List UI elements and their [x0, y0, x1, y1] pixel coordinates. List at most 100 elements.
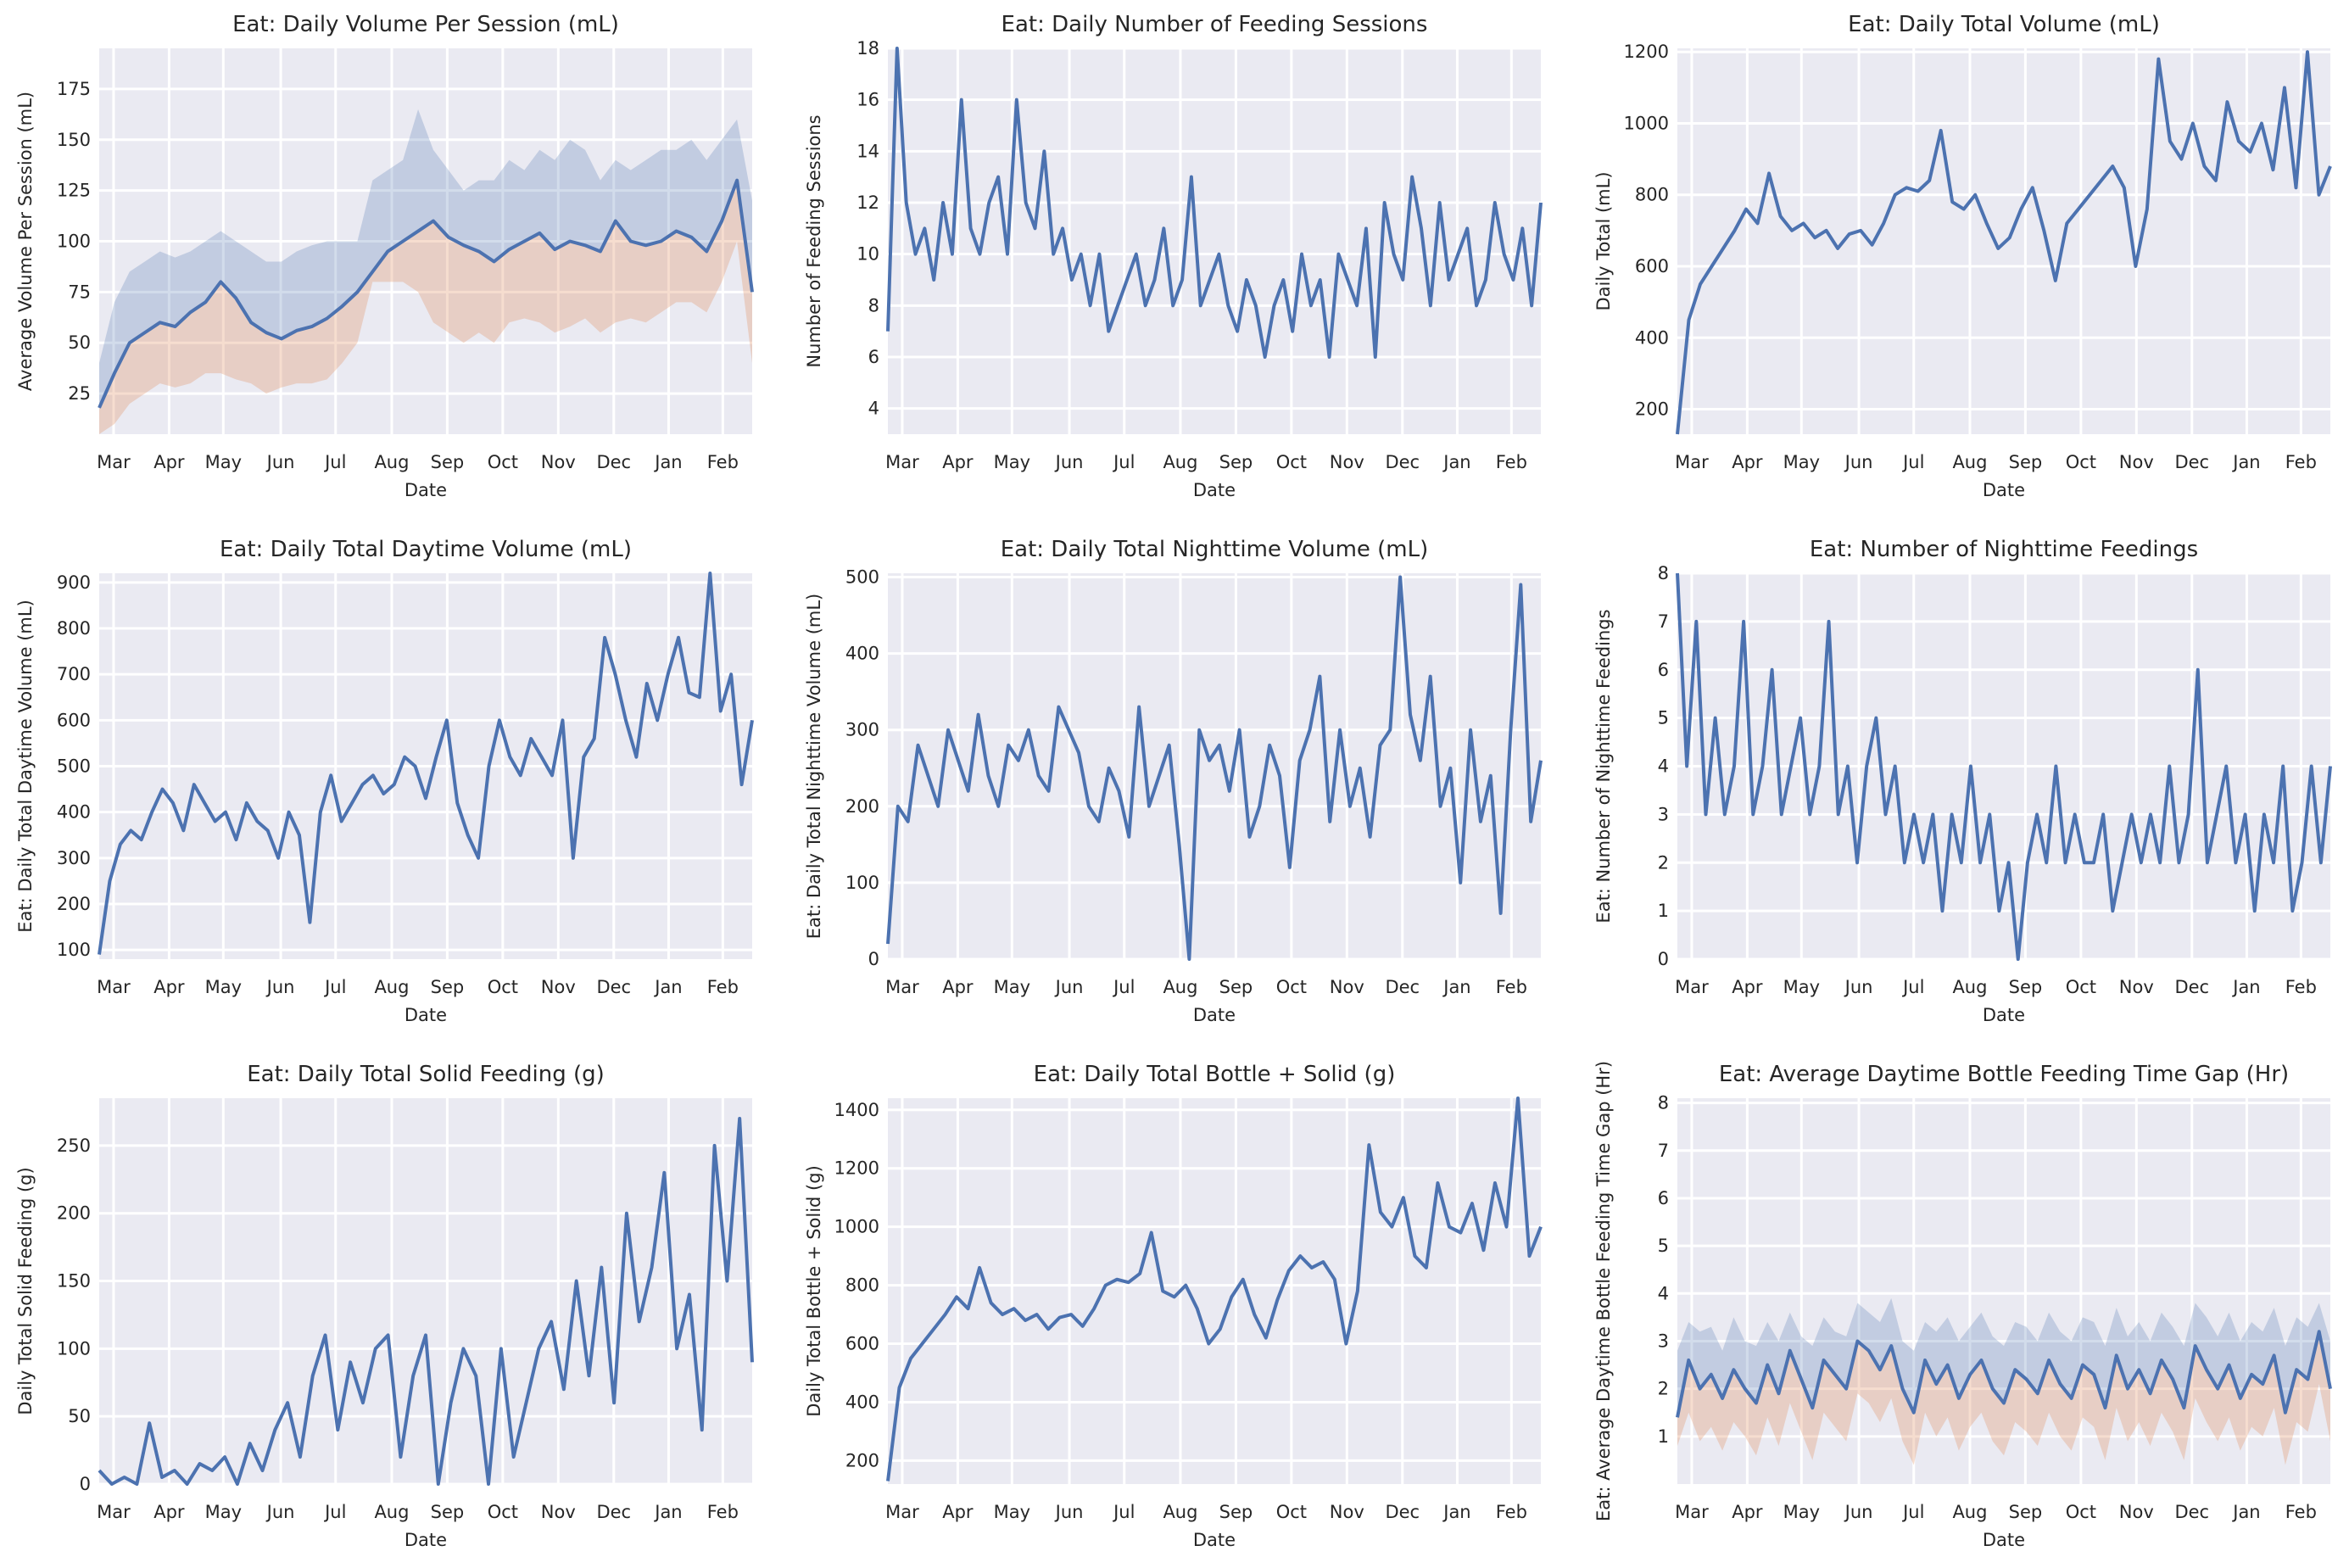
y-tick-label: 12: [856, 193, 879, 213]
series-line: [1676, 572, 2332, 961]
x-tick-label: May: [994, 452, 1030, 472]
chart-title: Eat: Daily Total Volume (mL): [1848, 12, 2160, 37]
x-tick-label: Mar: [1675, 1502, 1709, 1522]
series-line: [98, 1116, 754, 1486]
x-axis-label: Date: [1193, 1005, 1236, 1025]
x-tick-label: Oct: [1276, 1502, 1307, 1522]
x-tick-label: Dec: [596, 977, 631, 997]
x-tick-label: Dec: [2174, 452, 2209, 472]
subplot-8: 200 400 600 800 1000 1200 1400 Mar Apr May Jun Jul A…: [804, 1062, 1543, 1550]
x-tick-label: Jul: [323, 452, 346, 472]
y-tick-label: 600: [845, 1334, 879, 1354]
x-tick-label: Nov: [541, 1502, 576, 1522]
y-tick-label: 400: [845, 1392, 879, 1412]
upper-band: [99, 109, 752, 408]
x-tick-label: Apr: [1732, 1502, 1763, 1522]
chart-title: Eat: Daily Number of Feeding Sessions: [1002, 12, 1428, 37]
x-tick-label: Feb: [707, 977, 739, 997]
x-tick-label: May: [205, 977, 242, 997]
x-tick-label: Nov: [1330, 452, 1364, 472]
x-tick-label: Nov: [1330, 977, 1364, 997]
y-tick-label: 1000: [834, 1217, 879, 1237]
y-tick-label: 0: [1658, 949, 1669, 969]
x-tick-label: Mar: [885, 977, 919, 997]
x-tick-label: Jul: [323, 1502, 346, 1522]
y-tick-label: 2: [1658, 852, 1669, 873]
y-tick-label: 250: [57, 1136, 91, 1156]
y-tick-label: 4: [1658, 1283, 1669, 1303]
y-tick-label: 200: [845, 1450, 879, 1470]
y-tick-label: 7: [1658, 611, 1669, 632]
subplot-3: 200 400 600 800 1000 1200 Mar Apr May Jun Jul Aug Se…: [1593, 12, 2332, 500]
x-tick-label: Jul: [1901, 977, 1924, 997]
y-tick-label: 300: [845, 720, 879, 740]
x-tick-label: Oct: [2066, 1502, 2096, 1522]
x-tick-label: Sep: [431, 1502, 465, 1522]
x-tick-label: Aug: [1163, 1502, 1197, 1522]
chart-title: Eat: Average Daytime Bottle Feeding Time…: [1719, 1062, 2289, 1087]
x-tick-label: Jun: [1054, 1502, 1084, 1522]
chart-title: Eat: Daily Total Daytime Volume (mL): [220, 537, 632, 562]
series-line: [886, 47, 1543, 359]
y-tick-label: 50: [68, 1406, 91, 1426]
x-tick-label: Jan: [653, 977, 682, 997]
x-tick-label: Sep: [431, 977, 465, 997]
y-tick-label: 5: [1658, 1236, 1669, 1256]
y-tick-label: 150: [57, 130, 91, 150]
x-axis-label: Date: [1983, 1530, 2025, 1550]
x-axis-label: Date: [405, 1005, 447, 1025]
y-axis-label: Daily Total Solid Feeding (g): [15, 1167, 36, 1415]
x-tick-label: Mar: [97, 977, 131, 997]
x-tick-label: Jun: [1844, 452, 1873, 472]
x-tick-label: Jun: [265, 977, 295, 997]
x-tick-label: Nov: [541, 452, 576, 472]
x-tick-label: Sep: [2009, 977, 2043, 997]
y-tick-label: 7: [1658, 1141, 1669, 1161]
y-axis-label: Daily Total Bottle + Solid (g): [804, 1165, 824, 1417]
x-tick-label: Mar: [1675, 977, 1709, 997]
x-axis-label: Date: [1983, 1005, 2025, 1025]
y-tick-label: 1000: [1624, 113, 1669, 133]
x-tick-label: Apr: [153, 977, 185, 997]
x-tick-label: Jan: [653, 452, 682, 472]
x-tick-label: May: [1783, 977, 1820, 997]
lower-band: [1677, 1331, 2330, 1465]
y-axis-label: Daily Total (mL): [1593, 171, 1614, 310]
x-tick-label: Aug: [1163, 977, 1197, 997]
y-tick-label: 100: [57, 1338, 91, 1359]
x-tick-label: Aug: [374, 1502, 409, 1522]
x-tick-label: Aug: [1952, 977, 1987, 997]
x-tick-label: Oct: [1276, 452, 1307, 472]
y-tick-label: 300: [57, 848, 91, 868]
x-axis-label: Date: [405, 480, 447, 500]
y-tick-label: 500: [845, 567, 879, 588]
x-tick-label: Apr: [942, 977, 974, 997]
subplot-7: 0 50 100 150 200 250 Mar Apr May Jun Jul Aug Sep Oct N…: [15, 1062, 754, 1550]
x-tick-label: Mar: [885, 452, 919, 472]
y-axis-label: Number of Feeding Sessions: [804, 114, 824, 367]
y-tick-label: 18: [856, 38, 879, 59]
x-tick-label: May: [205, 452, 242, 472]
x-tick-label: Mar: [97, 1502, 131, 1522]
x-axis-label: Date: [405, 1530, 447, 1550]
plot-area: [99, 1098, 752, 1484]
x-tick-label: Jul: [323, 977, 346, 997]
y-tick-label: 400: [1635, 327, 1669, 348]
subplot-2: 4 6 8 10 12 14 16 18 Mar Apr May Jun Jul Aug Sep Oct Nov…: [804, 12, 1543, 500]
y-tick-label: 700: [57, 664, 91, 684]
x-tick-label: Sep: [1219, 977, 1253, 997]
x-tick-label: Sep: [2009, 452, 2043, 472]
y-tick-label: 400: [57, 802, 91, 823]
series-line: [1676, 50, 2332, 435]
x-tick-label: Sep: [2009, 1502, 2043, 1522]
x-tick-label: Feb: [2285, 1502, 2317, 1522]
x-tick-label: Oct: [1276, 977, 1307, 997]
y-tick-label: 100: [57, 232, 91, 252]
x-tick-label: Apr: [942, 452, 974, 472]
series-line: [886, 1096, 1543, 1482]
y-tick-label: 6: [1658, 1188, 1669, 1208]
y-tick-label: 8: [1658, 563, 1669, 583]
y-tick-label: 200: [1635, 399, 1669, 420]
x-tick-label: May: [994, 1502, 1030, 1522]
